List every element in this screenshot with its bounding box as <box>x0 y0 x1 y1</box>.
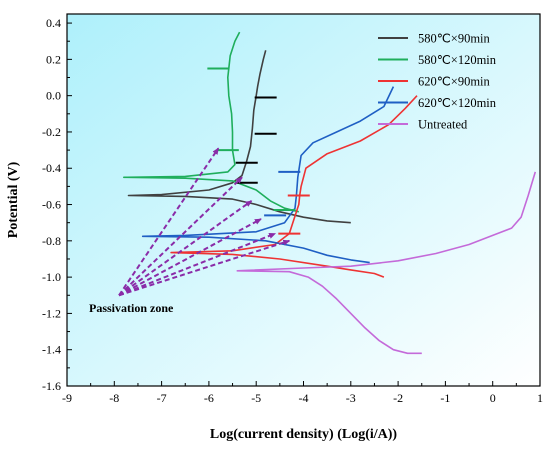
x-tick-label: -5 <box>251 391 261 405</box>
y-axis-title: Potential (V) <box>6 161 21 238</box>
passivation-arrow <box>118 176 243 296</box>
y-tick-label: 0.4 <box>46 16 61 30</box>
y-tick-label: -1.6 <box>42 379 61 393</box>
series-line-4 <box>141 86 395 264</box>
y-tick-label: -0.4 <box>42 161 61 175</box>
passivation-arrow <box>118 239 291 297</box>
y-tick-label: -1.4 <box>42 343 61 357</box>
series-line-3 <box>170 95 418 278</box>
x-tick-label: -3 <box>346 391 356 405</box>
y-axis: -1.6 -1.4 -1.2 -1.0 -0.8 -0.6 -0.4 -0.2 0.0 0.2 0.… <box>42 16 72 393</box>
x-tick-label: -2 <box>393 391 403 405</box>
y-tick-label: -0.6 <box>42 198 61 212</box>
x-axis: -9 -8 -7 -6 -5 -4 -3 -2 -1 0 1 <box>62 381 543 405</box>
x-axis-title: Log(current density) (Log(i/A)) <box>210 427 397 442</box>
series-line-2 <box>123 31 299 213</box>
legend-label: 620℃×120min <box>418 96 497 110</box>
passivation-arrows <box>118 147 291 297</box>
x-tick-label: -1 <box>440 391 450 405</box>
legend-label: 620℃×90min <box>418 75 491 89</box>
y-tick-label: 0.2 <box>46 52 61 66</box>
passivation-arrow <box>118 200 253 297</box>
series-line-5 <box>236 171 537 355</box>
legend-label: 580℃×90min <box>418 32 491 46</box>
series-line-1 <box>127 50 351 224</box>
passivation-arrow <box>118 147 220 296</box>
legend-label: Untreated <box>418 118 468 132</box>
legend-label: 580℃×120min <box>418 53 497 67</box>
x-tick-label: -4 <box>299 391 309 405</box>
series-layer <box>123 31 537 355</box>
x-tick-label: -7 <box>157 391 167 405</box>
x-tick-label: -9 <box>62 391 72 405</box>
passivation-zone-label: Passivation zone <box>89 301 174 315</box>
legend: 580℃×90min 580℃×120min 620℃×90min 620℃×120m… <box>378 32 497 132</box>
tafel-marks <box>207 67 310 235</box>
y-tick-label: 0.0 <box>46 89 61 103</box>
x-tick-label: 1 <box>537 391 543 405</box>
passivation-arrow <box>118 218 262 297</box>
plot-area <box>67 14 540 386</box>
y-tick-label: -0.2 <box>42 125 61 139</box>
passivation-arrow <box>118 232 277 297</box>
x-tick-label: -8 <box>109 391 119 405</box>
y-tick-label: -1.2 <box>42 306 61 320</box>
y-tick-label: -0.8 <box>42 234 61 248</box>
x-tick-label: 0 <box>490 391 496 405</box>
x-tick-label: -6 <box>204 391 214 405</box>
y-tick-label: -1.0 <box>42 270 61 284</box>
